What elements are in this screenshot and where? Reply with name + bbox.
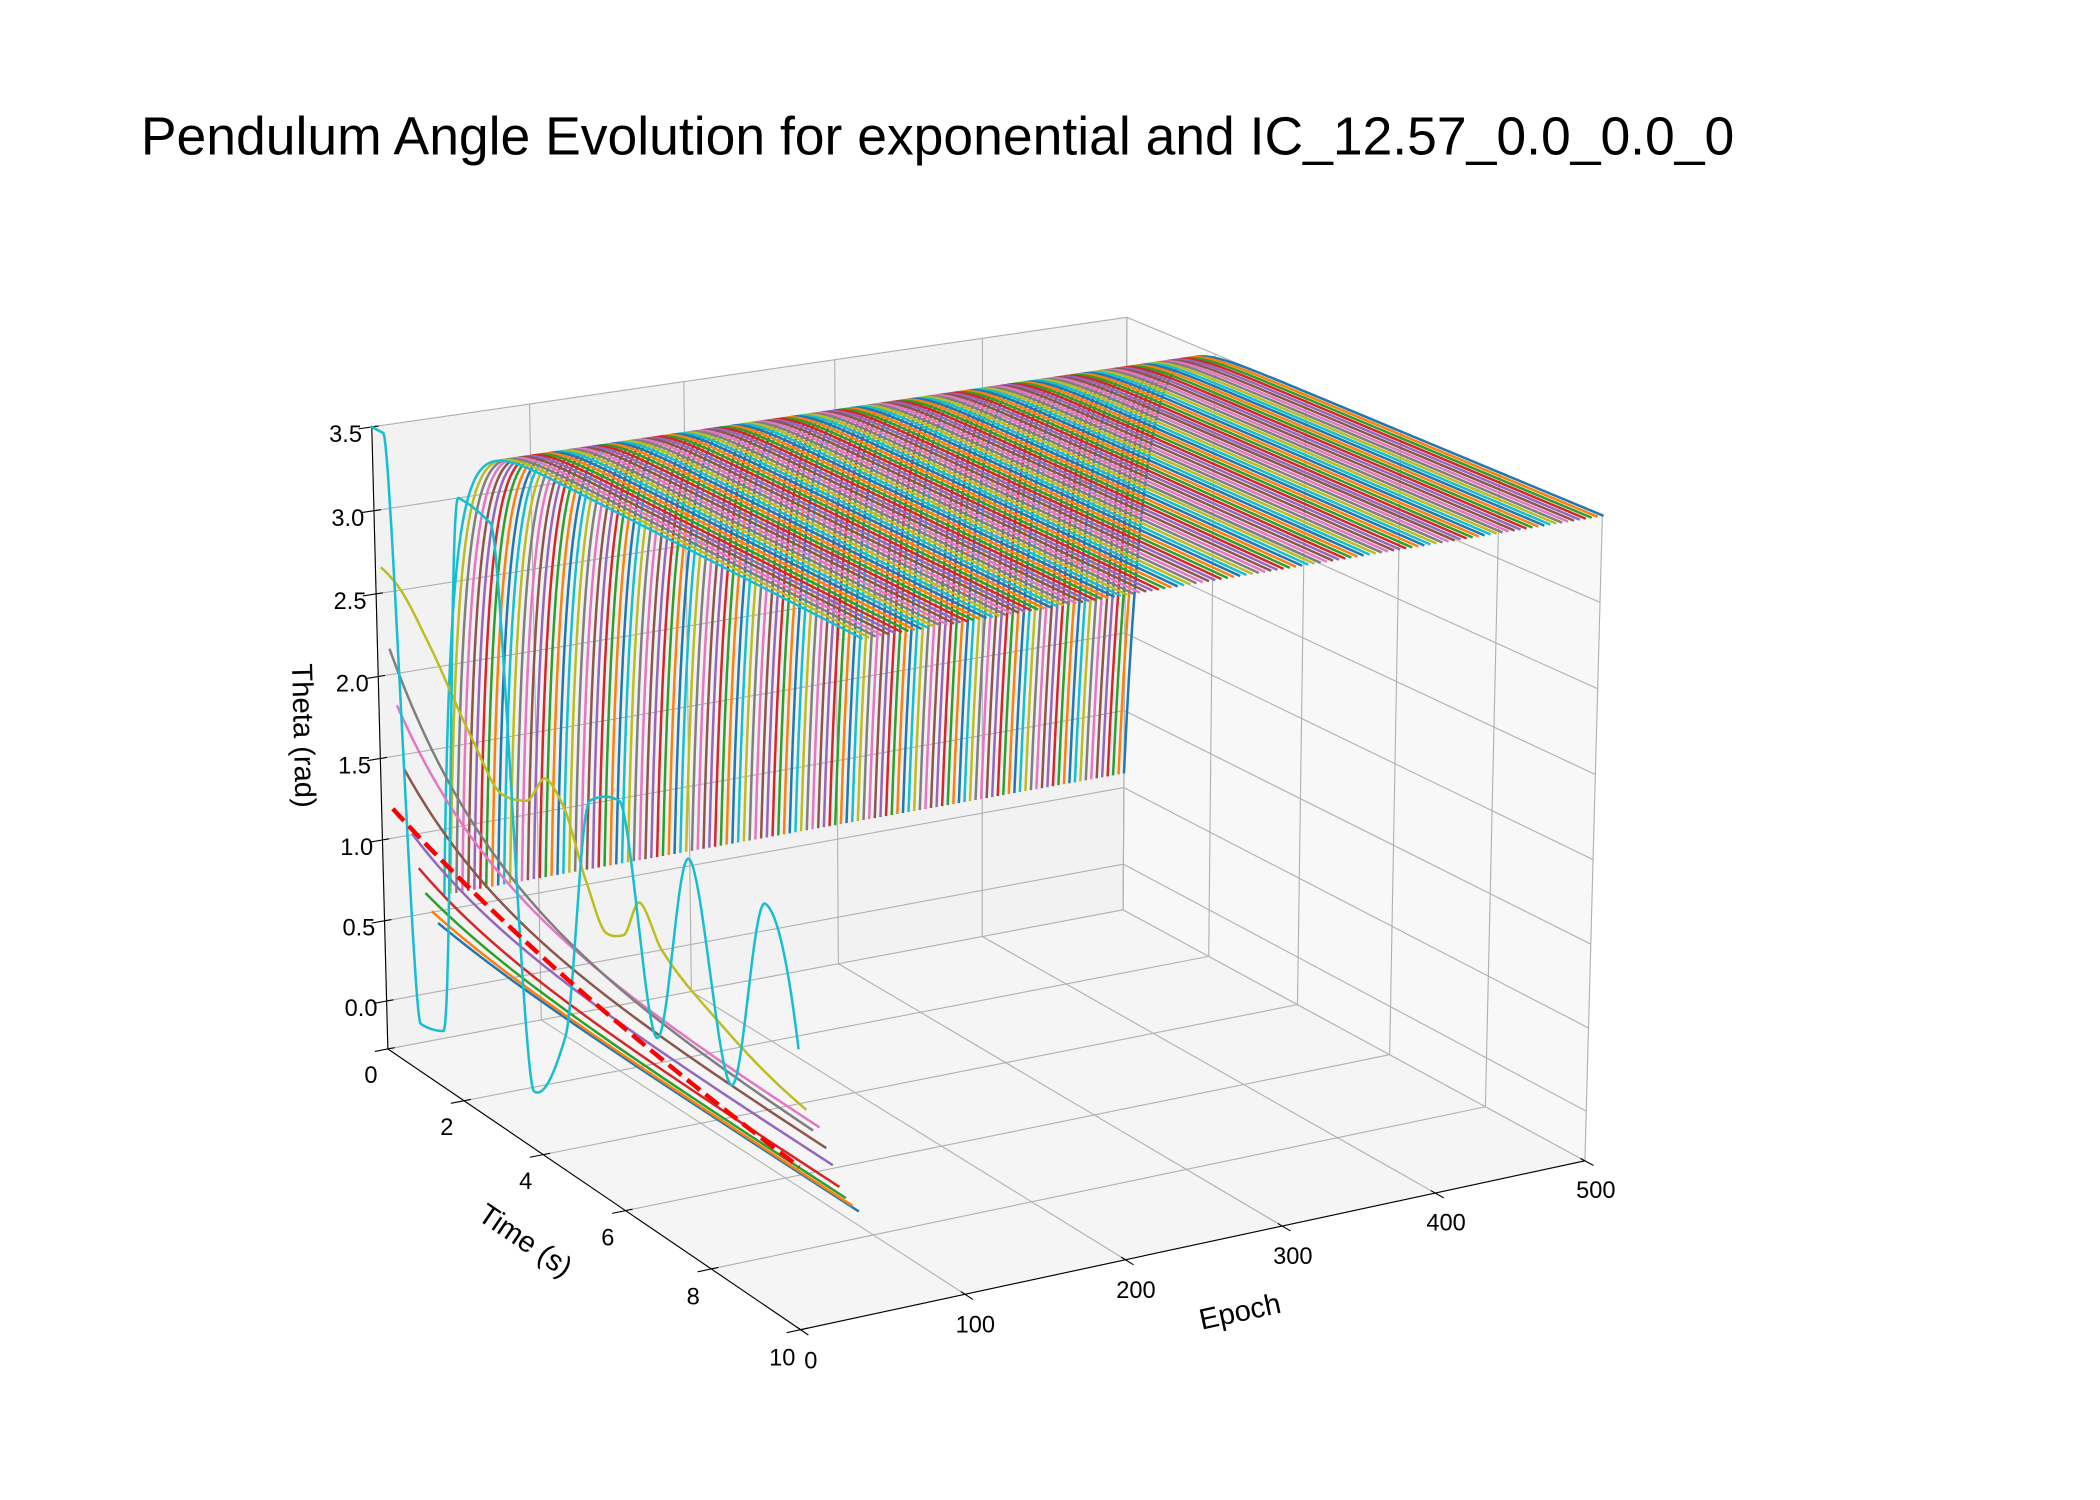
svg-text:3.0: 3.0 [331,506,364,532]
svg-text:10: 10 [769,1345,795,1371]
svg-text:Pendulum Angle Evolution for e: Pendulum Angle Evolution for exponential… [141,108,1734,167]
svg-text:1.0: 1.0 [340,835,373,861]
svg-text:0: 0 [364,1063,377,1089]
svg-text:8: 8 [687,1284,700,1310]
svg-text:200: 200 [1116,1278,1155,1304]
svg-text:4: 4 [519,1169,532,1195]
svg-text:2.0: 2.0 [336,672,369,698]
svg-text:400: 400 [1426,1211,1465,1237]
svg-text:100: 100 [956,1313,995,1339]
svg-text:Theta (rad): Theta (rad) [285,663,321,808]
svg-text:2.5: 2.5 [334,589,367,615]
svg-text:0.0: 0.0 [345,996,378,1022]
svg-text:6: 6 [601,1226,614,1252]
svg-text:1.5: 1.5 [338,753,371,779]
svg-text:0: 0 [804,1348,817,1374]
svg-text:3.5: 3.5 [329,422,362,448]
svg-text:300: 300 [1273,1244,1312,1270]
svg-text:0.5: 0.5 [342,916,375,942]
svg-text:500: 500 [1576,1178,1615,1204]
svg-text:2: 2 [440,1115,453,1141]
